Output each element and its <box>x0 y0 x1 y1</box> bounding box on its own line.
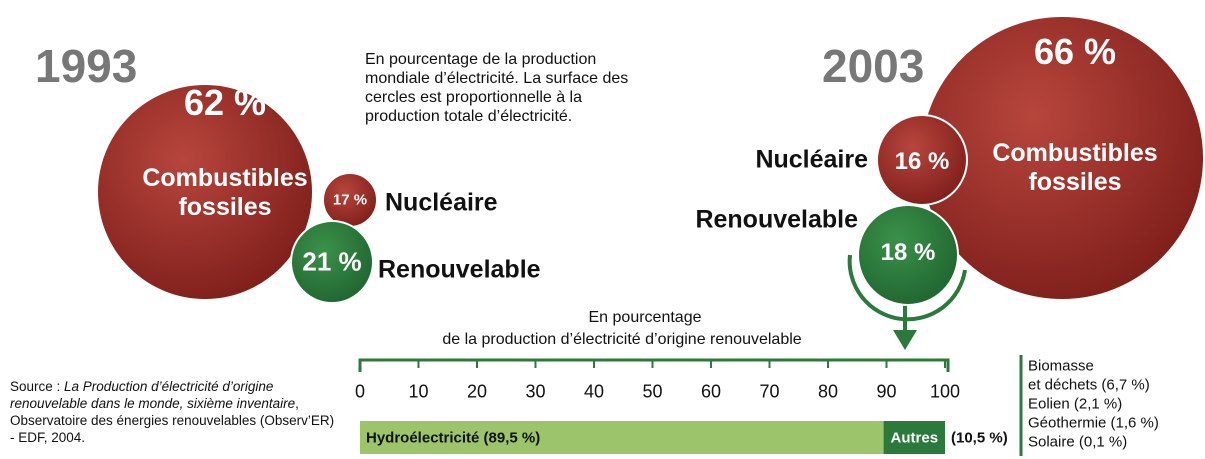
bar-subtitle: de la production d’électricité d’origine… <box>442 331 802 348</box>
detail: Géothermie (1,6 %) <box>1028 414 1159 432</box>
category-label: Nucléaire <box>755 145 868 174</box>
detail: Solaire (0,1 %) <box>1028 433 1128 451</box>
x-tick-label: 50 <box>642 381 663 402</box>
source-title: La Production d’électricité d’origine re… <box>10 379 296 411</box>
bubble <box>96 83 314 301</box>
x-tick-label: 70 <box>759 381 780 402</box>
note: En pourcentage de la production mondiale… <box>365 51 629 125</box>
category-label: Combustibles fossiles <box>142 164 308 221</box>
value-label: 17 % <box>332 191 368 209</box>
bubble <box>290 220 374 304</box>
segment-name: Autres <box>890 429 939 447</box>
category-label: Nucléaire <box>385 188 498 217</box>
arrow-head <box>893 330 917 350</box>
source-rest: , Observatoire des énergies renouvelable… <box>10 396 335 445</box>
source-prefix: Source : <box>10 379 65 394</box>
bracket <box>358 358 950 372</box>
value-label: Hydroélectricité (89,5 %) <box>366 429 541 447</box>
detail: et déchets (6,7 %) <box>1028 376 1150 394</box>
x-tick-label: 100 <box>929 381 961 402</box>
value-label: 16 % <box>894 148 950 175</box>
x-tick-label: 80 <box>817 381 839 402</box>
value-label: 21 % <box>302 246 362 277</box>
year-title: 2003 <box>822 40 925 92</box>
detail: Eolien (2,1 %) <box>1028 395 1123 413</box>
bar-title: En pourcentage <box>588 309 702 326</box>
bubble <box>857 204 959 306</box>
x-tick-label: 40 <box>583 381 605 402</box>
x-tick-label: 0 <box>354 381 366 402</box>
value-label: (10,5 %) <box>951 429 1008 447</box>
x-tick-label: 20 <box>466 381 488 402</box>
x-tick-label: 90 <box>876 381 897 402</box>
bar-segment <box>360 421 884 454</box>
x-tick-label: 30 <box>525 381 546 402</box>
value-label: 18 % <box>880 239 936 266</box>
category-label: Combustibles fossiles <box>992 139 1158 196</box>
category-label: Renouvelable <box>378 255 541 284</box>
detail: Biomasse <box>1028 357 1094 375</box>
x-tick-label: 60 <box>700 381 722 402</box>
category-label: Renouvelable <box>695 205 858 234</box>
bar-segment <box>883 421 945 454</box>
year-title: 1993 <box>35 40 138 92</box>
arc-arrow <box>847 254 967 322</box>
source: Source : La Production d’électricité d’o… <box>10 378 340 446</box>
x-tick-label: 10 <box>408 381 429 402</box>
value-label: 66 % <box>1033 31 1117 72</box>
value-label: 62 % <box>183 82 267 123</box>
bubble <box>876 114 968 206</box>
